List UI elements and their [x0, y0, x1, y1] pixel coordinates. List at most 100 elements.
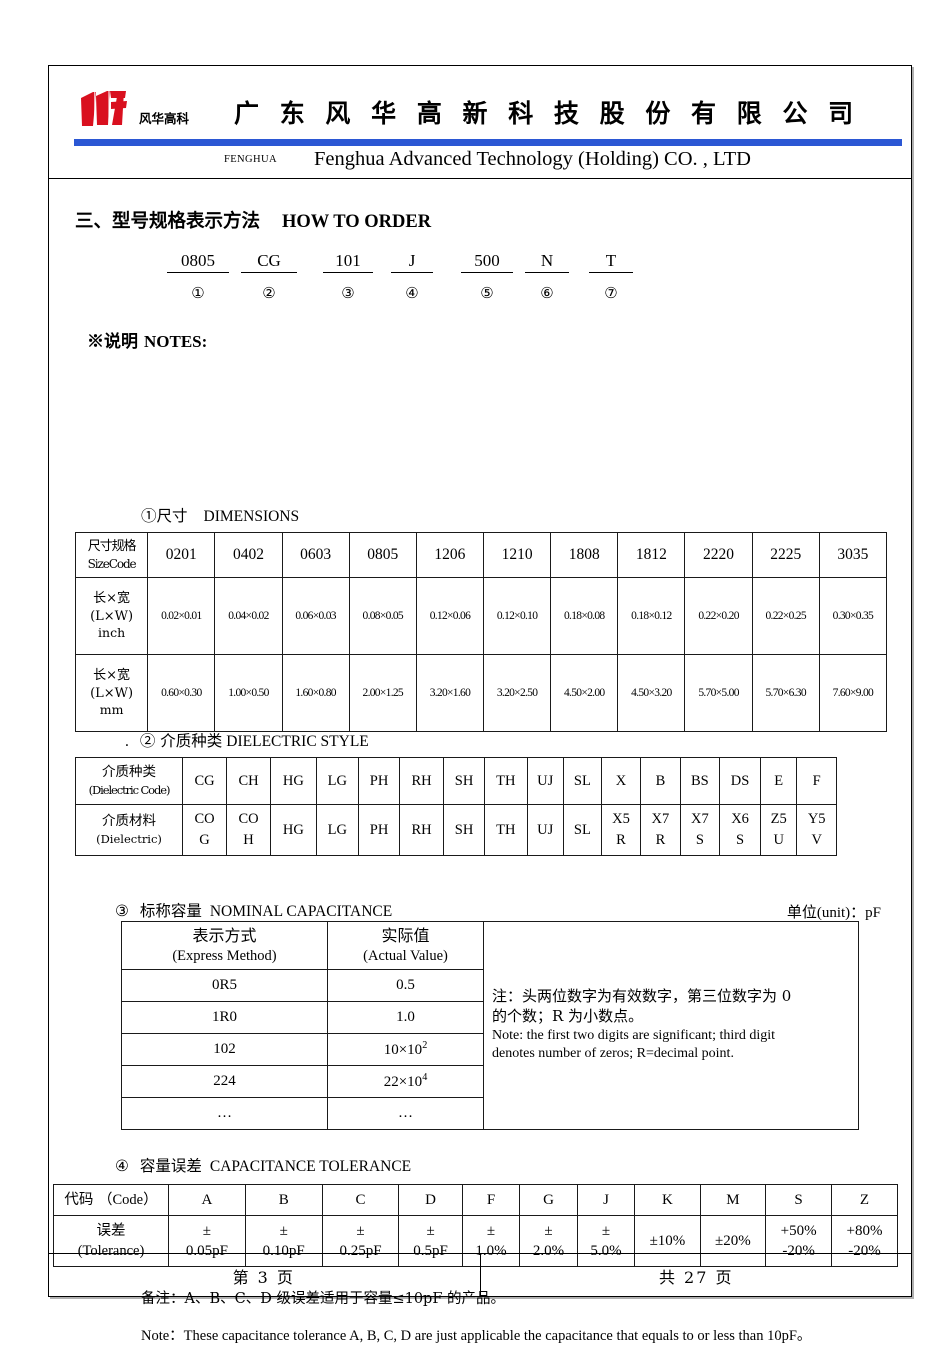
dimensions-mm-4: 3.20×1.60 [415, 654, 484, 732]
order-code-value-2: CG [241, 251, 297, 273]
dimensions-mm-10: 7.60×9.00 [818, 654, 888, 732]
tolerance-note-en: Note：These capacitance tolerance A, B, C… [141, 1328, 812, 1344]
dielectric-code-4: PH [358, 757, 401, 805]
dimensions-row-label-mm: 长×宽 (L×W) mm [74, 654, 149, 732]
table-row: 102 10×102 [121, 1033, 859, 1067]
fenghua-fh-logo-icon [77, 88, 133, 130]
dielectric-code-2: HG [270, 757, 317, 805]
table-row: 长×宽 (L×W) inch 0.02×0.01 0.04×0.02 0.06×0.03 0… [74, 577, 888, 655]
dielectric-material-11: X7 R [640, 804, 681, 856]
section-title-cn: 三、型号规格表示方法 [75, 211, 261, 232]
capacitance-col-header-actual: 实际值 (Actual Value) [327, 920, 484, 971]
dielectric-code-10: X [600, 757, 642, 805]
dielectric-material-4: PH [358, 804, 401, 856]
dielectric-code-11: B [640, 757, 681, 805]
tolerance-heading-cn: 容量误差 [139, 1157, 202, 1175]
dimensions-size-code-9: 2225 [751, 532, 820, 578]
capacitance-actual-4: … [327, 1097, 484, 1131]
order-code-diagram: 0805 ① CG ② 101 ③ J ④ 500 ⑤ N ⑥ T ⑦ [49, 251, 911, 311]
order-code-segment-5: 500 ⑤ [461, 251, 513, 303]
nominal-capacitance-table: 表示方式 (Express Method) 实际值 (Actual Value) 注：头… [121, 920, 859, 1131]
table-row: …… [121, 1097, 859, 1131]
tolerance-code-3: D [398, 1184, 463, 1216]
page-header: 风华高科 广 东 风 华 高 新 科 技 股 份 有 限 公 司 FENGHUA… [49, 66, 911, 179]
order-code-value-7: T [589, 251, 633, 273]
page-footer: 第 3 页 共 27 页 [48, 1253, 912, 1297]
dimensions-heading: ①尺寸 DIMENSIONS [141, 504, 299, 526]
order-code-value-5: 500 [461, 251, 513, 273]
table-row: 代码 （Code） A B C D F G J K M S Z [53, 1184, 898, 1216]
dimensions-size-code-6: 1808 [550, 532, 619, 578]
dielectric-row-label-material: 介质材料 (Dielectric) [75, 804, 183, 856]
capacitance-unit-label: 单位(unit)：pF [787, 901, 881, 922]
order-code-marker-5: ⑤ [480, 286, 494, 302]
order-code-marker-4: ④ [405, 286, 419, 302]
dimensions-mm-2: 1.60×0.80 [281, 654, 350, 732]
dielectric-code-1: CH [226, 757, 272, 805]
tolerance-note-cn: 备注：A、B、C、D 级误差适用于容量≤10pF 的产品。 [141, 1291, 506, 1307]
table-row: 误差 (Tolerance) ±0.05pF ±0.10pF ±0.25pF ±0.5pF… [53, 1215, 898, 1267]
dimensions-size-code-1: 0402 [214, 532, 283, 578]
dimensions-inch-10: 0.30×0.35 [818, 577, 888, 655]
capacitance-heading: ③ 标称容量 NOMINAL CAPACITANCE [115, 899, 392, 921]
dimensions-mm-8: 5.70×5.00 [684, 654, 753, 732]
dielectric-code-12: BS [679, 757, 721, 805]
order-code-segment-2: CG ② [241, 251, 297, 303]
order-code-marker-2: ② [262, 286, 276, 302]
dimensions-mm-9: 5.70×6.30 [751, 654, 820, 732]
dielectric-material-5: RH [399, 804, 445, 856]
dielectric-code-14: E [760, 757, 798, 805]
order-code-marker-3: ③ [341, 286, 355, 302]
tolerance-value-9: +50% -20% [765, 1215, 833, 1267]
section-title: 三、型号规格表示方法 HOW TO ORDER [75, 207, 431, 233]
dimensions-table: 尺寸规格 SizeCode 0201 0402 0603 0805 1206 1210 1808… [74, 532, 888, 732]
notes-heading-en: NOTES: [144, 332, 208, 351]
capacitance-tolerance-table: 代码 （Code） A B C D F G J K M S Z 误差 (Tolerance) ±0.05pF… [53, 1184, 898, 1267]
dielectric-material-9: SL [562, 804, 602, 856]
order-code-segment-3: 101 ③ [323, 251, 373, 303]
tolerance-code-8: M [699, 1184, 767, 1216]
tolerance-code-9: S [765, 1184, 833, 1216]
order-code-marker-1: ① [191, 286, 205, 302]
dimensions-inch-6: 0.18×0.08 [550, 577, 619, 655]
tolerance-code-5: G [519, 1184, 578, 1216]
document-page: 风华高科 广 东 风 华 高 新 科 技 股 份 有 限 公 司 FENGHUA… [48, 65, 912, 1344]
tolerance-heading-en: CAPACITANCE TOLERANCE [209, 1158, 412, 1175]
capacitance-actual-2: 10×102 [327, 1033, 484, 1067]
unit-label-cn: 单位 [786, 903, 817, 921]
dimensions-inch-7: 0.18×0.12 [617, 577, 686, 655]
dielectric-material-2: HG [270, 804, 317, 856]
dielectric-material-1: CO H [226, 804, 272, 856]
dielectric-code-5: RH [399, 757, 445, 805]
dielectric-heading-prefix: . [125, 733, 129, 750]
dielectric-material-7: TH [484, 804, 528, 856]
dielectric-code-6: SH [443, 757, 486, 805]
dimensions-size-code-4: 1206 [415, 532, 484, 578]
page-content: 三、型号规格表示方法 HOW TO ORDER 0805 ① CG ② 101 ③ J ④ 500… [49, 179, 911, 1344]
tolerance-heading: ④ 容量误差 CAPACITANCE TOLERANCE [115, 1154, 411, 1176]
dimensions-mm-0: 0.60×0.30 [147, 654, 216, 732]
order-code-segment-1: 0805 ① [167, 251, 229, 303]
table-row: 尺寸规格 SizeCode 0201 0402 0603 0805 1206 1210 1808… [74, 532, 888, 578]
tolerance-row-label-code: 代码 （Code） [53, 1184, 169, 1216]
footer-page-number: 第 3 页 [48, 1254, 481, 1297]
dielectric-code-8: UJ [526, 757, 564, 805]
order-code-value-4: J [391, 251, 433, 273]
dielectric-material-6: SH [443, 804, 486, 856]
dimensions-inch-9: 0.22×0.25 [751, 577, 820, 655]
tolerance-value-6: ±5.0% [576, 1215, 636, 1267]
dimensions-inch-8: 0.22×0.20 [684, 577, 753, 655]
order-code-value-6: N [525, 251, 569, 273]
dielectric-code-9: SL [562, 757, 602, 805]
table-row: 表示方式 (Express Method) 实际值 (Actual Value) 注：头… [121, 920, 859, 1131]
order-code-marker-7: ⑦ [604, 286, 618, 302]
tolerance-code-2: C [321, 1184, 400, 1216]
table-row: 介质种类 (Dielectric Code) CG CH HG LG PH RH SH TH UJ S… [75, 757, 837, 805]
dielectric-code-3: LG [315, 757, 360, 805]
dielectric-heading-cn: 介质种类 [160, 732, 223, 750]
capacitance-express-2: 102 [121, 1033, 328, 1067]
dimensions-inch-3: 0.08×0.05 [348, 577, 417, 655]
